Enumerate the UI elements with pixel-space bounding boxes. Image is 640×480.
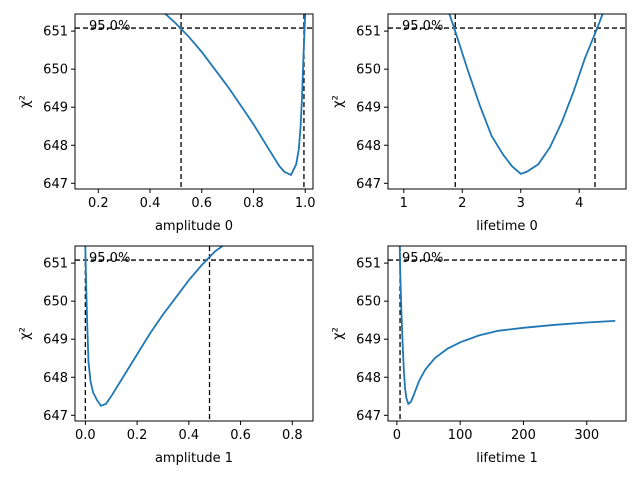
x-axis-label: amplitude 0 xyxy=(155,219,233,234)
confidence-label: 95.0% xyxy=(402,251,443,266)
subplot-3: 95.0% 0.0 0.2 0.4 0.6 0.8 647 648 649 650 651 ampli… xyxy=(18,245,314,466)
y-axis-label: χ² xyxy=(18,327,33,340)
confidence-label: 95.0% xyxy=(402,19,443,34)
subplot-2: 95.0% 1 2 3 4 647 648 649 650 651 lifetime 0 χ² xyxy=(331,13,627,234)
x-tick-label: 0.6 xyxy=(191,196,212,211)
plot-frame xyxy=(387,245,627,422)
x-tick-label: 1 xyxy=(400,196,408,211)
confidence-label: 95.0% xyxy=(89,19,130,34)
subplot-4: 95.0% 0 100 200 300 647 648 649 650 651 lifetime 1… xyxy=(331,245,627,466)
y-tick-label: 648 xyxy=(356,371,381,386)
plot-frame xyxy=(74,13,314,190)
y-tick-label: 649 xyxy=(356,333,381,348)
y-tick-label: 651 xyxy=(43,25,68,40)
x-tick-label: 0.8 xyxy=(282,428,303,443)
y-tick-label: 649 xyxy=(43,101,68,116)
y-tick-label: 647 xyxy=(43,177,68,192)
x-tick-label: 0.2 xyxy=(88,196,109,211)
y-tick-label: 649 xyxy=(356,101,381,116)
y-tick-label: 651 xyxy=(43,257,68,272)
y-tick-label: 650 xyxy=(356,295,381,310)
y-tick-label: 650 xyxy=(43,295,68,310)
x-tick-label: 200 xyxy=(511,428,536,443)
confidence-label: 95.0% xyxy=(89,251,130,266)
chi-square-curve xyxy=(398,246,616,406)
y-tick-label: 647 xyxy=(356,409,381,424)
x-axis-label: lifetime 1 xyxy=(476,451,538,466)
subplot-1: 95.0% 0.2 0.4 0.6 0.8 1.0 647 648 649 650 651 ampli… xyxy=(18,13,316,234)
x-axis-label: amplitude 1 xyxy=(155,451,233,466)
x-tick-label: 100 xyxy=(448,428,473,443)
x-tick-label: 0.2 xyxy=(127,428,148,443)
y-axis-label: χ² xyxy=(18,95,33,108)
y-tick-label: 647 xyxy=(43,409,68,424)
chi-square-curve xyxy=(84,246,224,407)
chi-square-curve xyxy=(164,14,307,177)
x-tick-label: 4 xyxy=(575,196,583,211)
plot-frame xyxy=(74,245,314,422)
y-tick-label: 649 xyxy=(43,333,68,348)
y-tick-label: 650 xyxy=(356,63,381,78)
x-tick-label: 0.4 xyxy=(178,428,199,443)
y-tick-label: 648 xyxy=(356,139,381,154)
x-tick-label: 0 xyxy=(393,428,401,443)
chi-square-curve xyxy=(448,14,604,175)
y-tick-label: 651 xyxy=(356,257,381,272)
y-tick-label: 648 xyxy=(43,371,68,386)
y-tick-label: 651 xyxy=(356,25,381,40)
x-tick-label: 300 xyxy=(574,428,599,443)
x-tick-label: 0.8 xyxy=(243,196,264,211)
x-tick-label: 2 xyxy=(458,196,466,211)
x-tick-label: 1.0 xyxy=(295,196,316,211)
y-axis-label: χ² xyxy=(331,95,346,108)
y-tick-label: 648 xyxy=(43,139,68,154)
x-tick-label: 3 xyxy=(517,196,525,211)
x-tick-label: 0.6 xyxy=(230,428,251,443)
y-tick-label: 650 xyxy=(43,63,68,78)
x-tick-label: 0.4 xyxy=(140,196,161,211)
y-tick-label: 647 xyxy=(356,177,381,192)
y-axis-label: χ² xyxy=(331,327,346,340)
x-tick-label: 0.0 xyxy=(75,428,96,443)
x-axis-label: lifetime 0 xyxy=(476,219,538,234)
plot-frame xyxy=(387,13,627,190)
